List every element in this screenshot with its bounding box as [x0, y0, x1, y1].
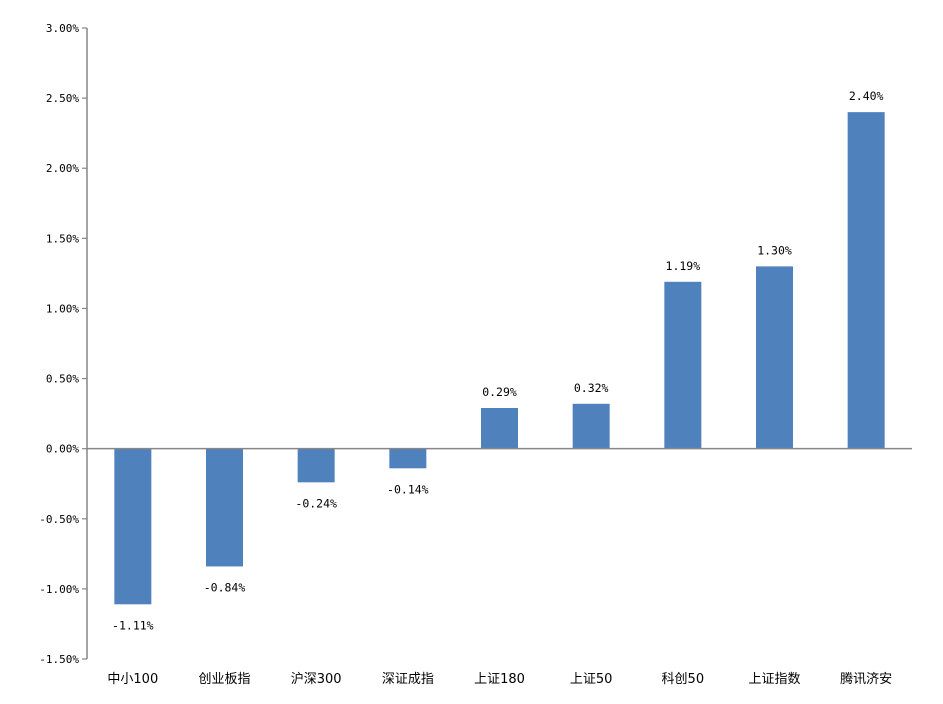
x-category-label: 沪深300: [291, 671, 342, 687]
y-tick-label: -0.50%: [39, 513, 79, 526]
y-tick-label: -1.50%: [39, 653, 79, 666]
x-category-label: 科创50: [662, 672, 705, 687]
category-labels: 中小100 创业板指 沪深300 深证成指 上证180 上证50 科创50 上证指数 腾讯济安: [107, 671, 892, 687]
data-label: -1.11%: [112, 618, 154, 632]
x-category-label: 深证成指: [382, 672, 434, 687]
bars: [114, 112, 885, 605]
x-category-label: 上证50: [570, 672, 613, 687]
y-tick-label: 3.00%: [46, 22, 79, 35]
y-tick-label: 0.50%: [46, 373, 79, 386]
bar: [664, 281, 702, 449]
data-label: -0.24%: [295, 496, 337, 510]
x-category-label: 腾讯济安: [840, 671, 892, 687]
y-tick-label: 0.00%: [46, 443, 79, 456]
data-label: -0.14%: [387, 482, 429, 496]
data-label: 1.19%: [666, 259, 701, 273]
bar: [206, 448, 243, 567]
y-tick-label: -1.00%: [39, 583, 79, 596]
x-category-label: 创业板指: [198, 672, 250, 687]
data-label: 1.30%: [757, 243, 792, 257]
x-category-label: 上证指数: [748, 672, 800, 687]
y-axis: 3.00% 2.50% 2.00% 1.50% 1.00% 0.50% 0.00% -0.50…: [39, 22, 88, 666]
x-category-label: 上证180: [474, 672, 525, 687]
bar: [572, 403, 610, 449]
data-labels: -1.11% -0.84% -0.24% -0.14% 0.29% 0.32% 1.19% 1…: [112, 89, 883, 632]
bar: [297, 448, 335, 483]
bar: [389, 448, 427, 469]
data-label: -0.84%: [204, 580, 246, 594]
y-tick-label: 1.50%: [46, 232, 79, 245]
bar: [756, 266, 793, 449]
y-tick-label: 2.00%: [46, 162, 79, 175]
data-label: 2.40%: [849, 89, 884, 103]
data-label: 0.29%: [482, 385, 517, 399]
bar: [481, 408, 518, 449]
bar: [847, 112, 885, 449]
bar: [114, 448, 152, 605]
y-tick-label: 1.00%: [46, 302, 79, 315]
data-label: 0.32%: [574, 381, 609, 395]
y-tick-label: 2.50%: [46, 92, 79, 105]
x-category-label: 中小100: [107, 672, 158, 687]
